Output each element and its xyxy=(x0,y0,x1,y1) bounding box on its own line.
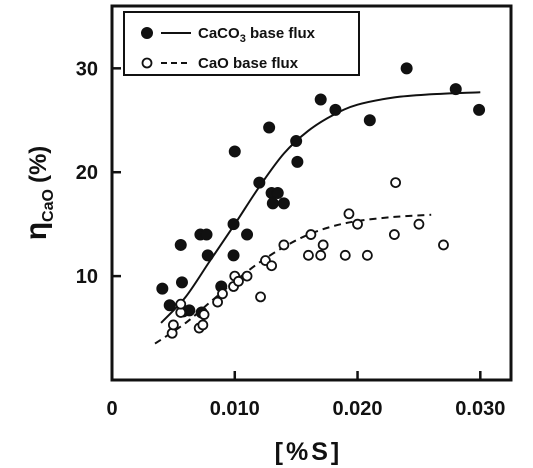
x-axis-label: [%S] xyxy=(275,438,343,466)
y-tick-label: 10 xyxy=(76,266,98,288)
data-point-series-1 xyxy=(228,145,241,158)
legend-label: CaCO3 base flux xyxy=(198,25,316,45)
fit-curves xyxy=(154,91,481,345)
data-point-series-1 xyxy=(291,155,304,168)
x-tick-label: 0.020 xyxy=(333,398,383,420)
data-point-series-2 xyxy=(305,229,317,240)
data-points xyxy=(156,62,486,339)
data-point-series-2 xyxy=(343,208,355,220)
legend-box xyxy=(123,11,360,76)
y-tick-label: 30 xyxy=(76,58,98,80)
data-point-series-1 xyxy=(200,228,213,241)
data-point-series-1 xyxy=(253,176,266,189)
data-point-series-1 xyxy=(449,83,462,96)
data-point-series-2 xyxy=(388,229,400,240)
data-point-series-2 xyxy=(266,260,278,272)
data-point-series-2 xyxy=(217,288,228,300)
data-point-series-2 xyxy=(339,249,351,261)
data-point-series-1 xyxy=(363,114,376,127)
data-point-series-2 xyxy=(315,249,327,261)
data-point-series-2 xyxy=(198,309,210,320)
data-point-series-2 xyxy=(438,239,449,251)
data-point-series-1 xyxy=(266,197,279,210)
data-point-series-2 xyxy=(361,249,373,261)
y-label-subscript: CaO xyxy=(40,189,57,222)
data-point-series-1 xyxy=(473,103,486,116)
x-tick-label: 0 xyxy=(106,398,117,420)
data-point-series-2 xyxy=(413,218,425,230)
data-point-series-2 xyxy=(167,319,179,331)
data-point-series-1 xyxy=(271,187,284,199)
y-label-unit: (%) xyxy=(25,146,52,183)
data-point-series-2 xyxy=(175,298,187,310)
data-point-series-1 xyxy=(227,249,240,262)
data-point-series-2 xyxy=(233,275,244,287)
data-point-series-2 xyxy=(390,177,401,189)
data-point-series-1 xyxy=(277,197,290,210)
data-point-series-1 xyxy=(263,121,276,134)
data-point-series-1 xyxy=(201,249,214,262)
data-point-series-1 xyxy=(174,238,187,251)
data-point-series-2 xyxy=(278,239,290,251)
data-point-series-1 xyxy=(314,93,327,106)
y-axis-label: ηCaO (%) xyxy=(20,146,57,241)
data-point-series-1 xyxy=(241,228,254,241)
data-point-series-1 xyxy=(400,62,413,75)
data-point-series-2 xyxy=(255,291,266,303)
data-point-series-1 xyxy=(156,282,169,295)
plot-frame xyxy=(110,4,513,382)
axis-ticks: 0 0.010 0.020 0.030 10 20 30 xyxy=(76,58,506,420)
x-tick-label: 0.010 xyxy=(210,398,260,420)
data-point-series-1 xyxy=(175,276,188,289)
legend-marker xyxy=(141,57,153,69)
y-tick-label: 20 xyxy=(76,162,98,184)
y-label-symbol: η xyxy=(20,222,53,240)
data-point-series-1 xyxy=(227,218,240,231)
data-point-series-2 xyxy=(241,270,253,282)
legend: CaCO3 base flux CaO base flux xyxy=(123,11,360,76)
fit-curve-series-1 xyxy=(160,91,481,324)
data-point-series-1 xyxy=(290,135,303,148)
data-point-series-2 xyxy=(352,218,363,230)
legend-label: CaO base flux xyxy=(198,55,299,72)
data-point-series-1 xyxy=(329,103,342,116)
legend-marker xyxy=(141,27,153,39)
data-point-series-1 xyxy=(163,299,176,312)
data-point-series-2 xyxy=(197,319,209,331)
data-point-series-2 xyxy=(212,296,223,308)
data-point-series-2 xyxy=(303,249,314,261)
data-point-series-2 xyxy=(317,239,329,251)
x-tick-label: 0.030 xyxy=(455,398,505,420)
